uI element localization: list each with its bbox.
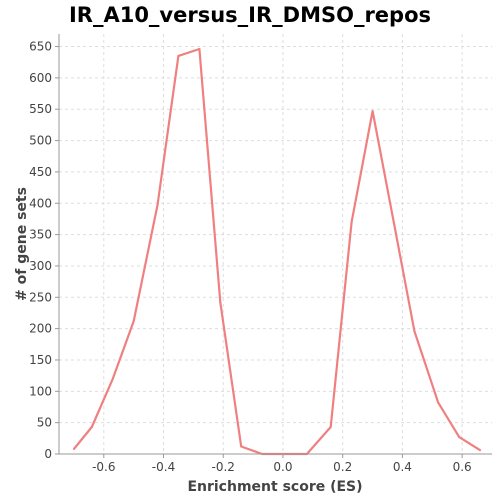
y-tick-label: 200 bbox=[29, 322, 52, 336]
data-point bbox=[458, 436, 461, 439]
data-point bbox=[240, 445, 243, 448]
y-axis-title: # of gene sets bbox=[14, 187, 30, 301]
x-axis-title: Enrichment score (ES) bbox=[187, 479, 362, 495]
data-point bbox=[413, 330, 416, 333]
y-tick-label: 100 bbox=[29, 384, 52, 398]
x-tick-label: -0.2 bbox=[212, 460, 235, 474]
data-point bbox=[350, 221, 353, 224]
y-tick-label: 600 bbox=[29, 71, 52, 85]
y-tick-label: 450 bbox=[29, 165, 52, 179]
x-tick-label: 0.4 bbox=[393, 460, 412, 474]
plot-area bbox=[59, 34, 492, 454]
y-tick-label: 250 bbox=[29, 290, 52, 304]
y-tick-label: 650 bbox=[29, 40, 52, 54]
x-tick-label: 0.0 bbox=[273, 460, 292, 474]
y-tick-label: 50 bbox=[37, 416, 52, 430]
data-point bbox=[132, 320, 135, 323]
y-tick-label: 550 bbox=[29, 102, 52, 116]
data-point bbox=[198, 48, 201, 50]
y-tick-label: 500 bbox=[29, 134, 52, 148]
data-point bbox=[90, 426, 93, 428]
chart-title: IR_A10_versus_IR_DMSO_repos bbox=[68, 3, 432, 27]
data-point bbox=[392, 219, 395, 222]
data-point bbox=[437, 401, 440, 404]
y-tick-label: 400 bbox=[29, 196, 52, 210]
data-point bbox=[177, 54, 180, 57]
x-tick-label: 0.6 bbox=[453, 460, 472, 474]
data-point bbox=[111, 377, 114, 380]
x-axis-ticks: -0.6 -0.4 -0.2 0.0 0.2 0.4 0.6 bbox=[92, 454, 472, 474]
y-tick-label: 0 bbox=[44, 447, 52, 461]
x-tick-label: 0.2 bbox=[333, 460, 352, 474]
y-axis-ticks: 0 50 100 150 200 250 300 350 400 450 500 550 600 650 bbox=[29, 40, 59, 461]
data-point bbox=[72, 448, 75, 450]
data-point bbox=[219, 301, 222, 304]
data-point bbox=[479, 449, 482, 452]
data-point bbox=[371, 110, 374, 113]
data-point bbox=[156, 204, 159, 207]
data-point bbox=[329, 426, 332, 428]
x-tick-label: -0.6 bbox=[92, 460, 115, 474]
y-tick-label: 300 bbox=[29, 259, 52, 273]
y-tick-label: 150 bbox=[29, 353, 52, 367]
x-tick-label: -0.4 bbox=[152, 460, 175, 474]
y-tick-label: 350 bbox=[29, 228, 52, 242]
